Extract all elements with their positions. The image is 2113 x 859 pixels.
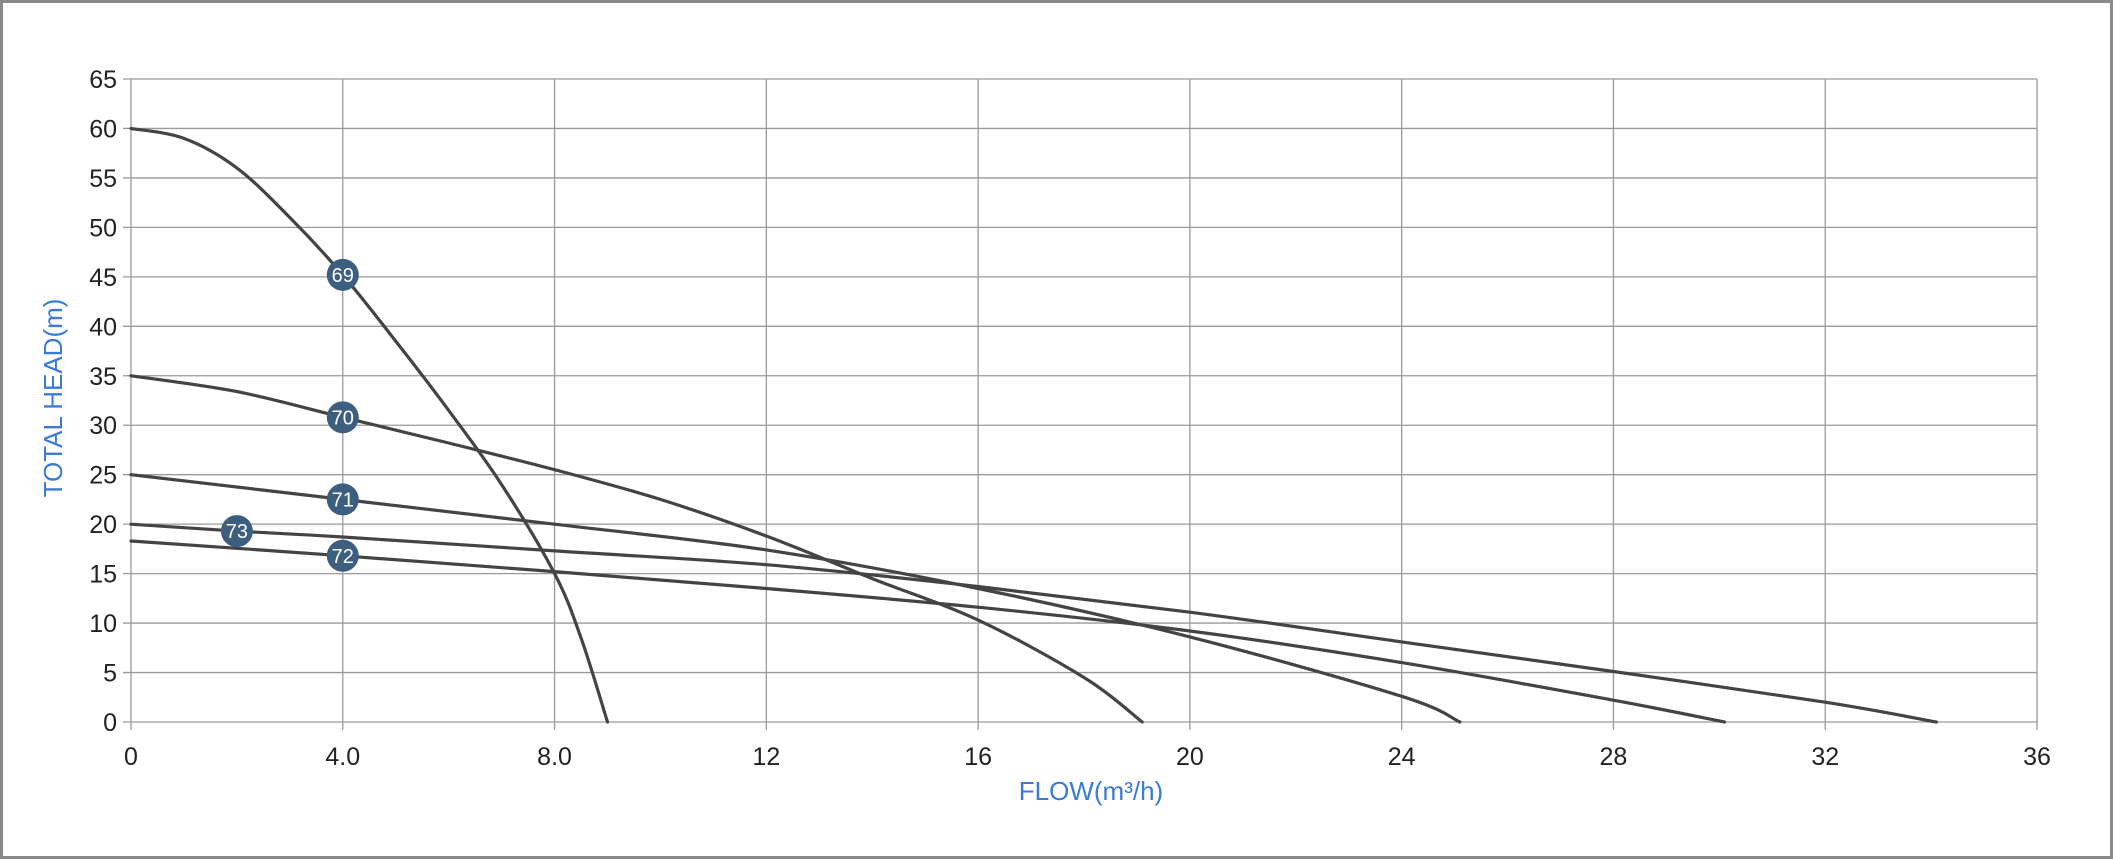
x-tick-label: 4.0 [325, 743, 360, 771]
curve-72 [129, 539, 1727, 724]
y-tick-label: 20 [89, 511, 117, 539]
curve-markers: 69 70 71 72 73 [220, 258, 359, 572]
curve-marker-label-71: 71 [332, 489, 354, 511]
x-tick-label: 32 [1811, 743, 1839, 771]
curve-marker-73 [220, 515, 253, 548]
y-tick-label: 10 [89, 610, 117, 638]
curve-marker-label-73: 73 [226, 521, 248, 543]
curve-marker-label-69: 69 [332, 265, 354, 287]
y-tick-label: 25 [89, 462, 117, 490]
y-tick-label: 45 [89, 264, 117, 292]
curve-69 [129, 126, 610, 724]
x-tick-label: 36 [2023, 743, 2051, 771]
curve-marker-70 [326, 401, 359, 434]
x-tick-label: 12 [752, 743, 780, 771]
tick-labels: 0 4.0 8.0 12 16 20 24 28 32 36 0 5 10 15 20 25 30 35 40 45 5… [89, 66, 2051, 771]
y-tick-label: 60 [89, 115, 117, 143]
x-tick-label: 16 [964, 743, 992, 771]
curve-73 [129, 522, 1938, 724]
y-tick-label: 40 [89, 313, 117, 341]
y-tick-label: 50 [89, 214, 117, 242]
curve-marker-label-72: 72 [332, 546, 354, 568]
grid [123, 78, 2038, 730]
curve-marker-72 [326, 539, 359, 572]
x-tick-label: 0 [124, 743, 138, 771]
y-tick-label: 5 [103, 660, 117, 688]
curve-71 [129, 473, 1462, 724]
x-axis-title: FLOW(m³/h) [1019, 776, 1163, 806]
curve-marker-71 [326, 483, 359, 516]
y-tick-label: 15 [89, 561, 117, 589]
x-tick-label: 8.0 [537, 743, 572, 771]
y-tick-label: 30 [89, 412, 117, 440]
y-tick-label: 35 [89, 363, 117, 391]
y-tick-label: 0 [103, 709, 117, 737]
curve-70 [129, 374, 1144, 724]
x-tick-label: 20 [1176, 743, 1204, 771]
curve-marker-69 [326, 258, 359, 291]
y-axis-title: TOTAL HEAD(m) [38, 299, 68, 498]
x-tick-label: 28 [1600, 743, 1628, 771]
curve-marker-label-70: 70 [332, 407, 354, 429]
x-tick-label: 24 [1388, 743, 1416, 771]
y-tick-label: 55 [89, 165, 117, 193]
y-tick-label: 65 [89, 66, 117, 94]
